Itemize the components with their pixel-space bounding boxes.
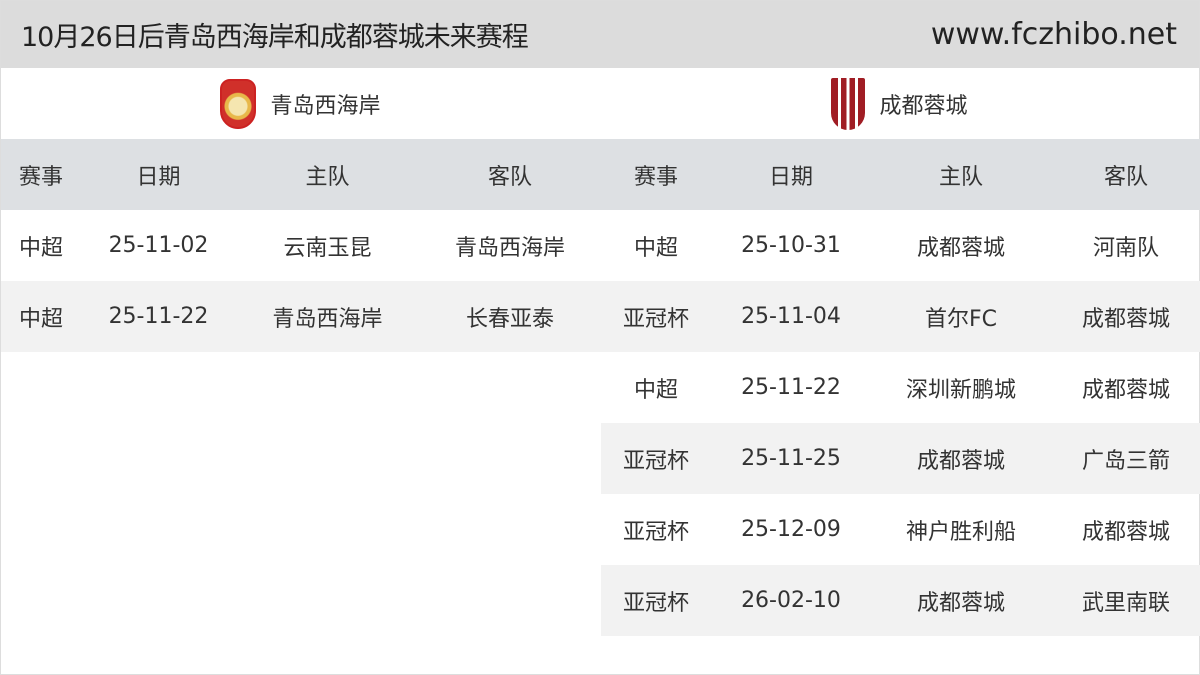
team-qingdao: 青岛西海岸 [1,68,600,139]
table-cell: 青岛西海岸 [272,306,383,332]
table-row: 亚冠杯 25-11-25 成都蓉城 广岛三箭 [601,423,1200,494]
table-cell: 神户胜利船 [905,519,1016,545]
table-cell: 长春亚泰 [465,306,554,332]
table-cell: 成都蓉城 [916,235,1005,261]
table-cell: 25-11-04 [741,304,841,329]
table-row: 中超 25-10-31 成都蓉城 河南队 [601,210,1200,281]
table-cell: 亚冠杯 [622,519,689,545]
column-header: 日期 [768,164,813,190]
column-header: 日期 [136,164,181,190]
table-cell: 成都蓉城 [1081,519,1170,545]
table-cell: 深圳新鹏城 [905,377,1016,403]
table-cell: 成都蓉城 [1081,306,1170,332]
header-row: 赛事 日期 主队 客队 [601,139,1200,210]
table-row: 亚冠杯 25-12-09 神户胜利船 成都蓉城 [601,494,1200,565]
column-header: 赛事 [633,164,678,190]
table-cell: 中超 [18,235,63,261]
table-cell: 中超 [18,306,63,332]
team-name: 青岛西海岸 [270,93,381,119]
column-header: 客队 [1103,164,1148,190]
table-cell: 成都蓉城 [1081,377,1170,403]
qingdao-crest-icon [220,78,257,129]
table-cell: 25-11-22 [741,375,841,400]
page-header: 10月26日后青岛西海岸和成都蓉城未来赛程 www.fczhibo.net [1,1,1199,68]
table-cell: 河南队 [1092,235,1159,261]
table-cell: 25-11-02 [108,233,209,258]
chengdu-schedule-table: 赛事 日期 主队 客队中超 25-10-31 成都蓉城 河南队亚冠杯 25-11-04 首尔FC… [601,139,1200,636]
table-cell: 青岛西海岸 [454,235,565,261]
teams-row: 青岛西海岸 成都蓉城 [1,68,1199,139]
table-cell: 25-10-31 [741,233,841,258]
site-url[interactable]: www.fczhibo.net [930,17,1177,52]
table-cell: 25-12-09 [741,517,841,542]
table-cell: 25-11-25 [741,446,841,471]
team-chengdu: 成都蓉城 [600,68,1199,139]
header-row: 赛事 日期 主队 客队 [1,139,601,210]
table-cell: 云南玉昆 [283,235,372,261]
chengdu-crest-icon [831,77,866,130]
team-name: 成都蓉城 [879,93,968,119]
table-cell: 亚冠杯 [622,590,689,616]
column-header: 主队 [938,164,983,190]
table-cell: 26-02-10 [741,588,841,613]
table-row: 亚冠杯 26-02-10 成都蓉城 武里南联 [601,565,1200,636]
table-cell: 广岛三箭 [1081,448,1170,474]
table-cell: 武里南联 [1081,590,1170,616]
table-cell: 亚冠杯 [622,448,689,474]
table-row: 中超 25-11-02 云南玉昆 青岛西海岸 [1,210,601,281]
page-title: 10月26日后青岛西海岸和成都蓉城未来赛程 [21,22,529,53]
column-header: 客队 [487,164,532,190]
table-row: 亚冠杯 25-11-04 首尔FC 成都蓉城 [601,281,1200,352]
table-cell: 成都蓉城 [916,448,1005,474]
column-header: 赛事 [18,164,63,190]
column-header: 主队 [305,164,350,190]
table-cell: 中超 [633,377,678,403]
table-cell: 中超 [633,235,678,261]
qingdao-schedule-table: 赛事 日期 主队 客队 中超 25-11-02 云南玉昆 青岛西海岸 中超 25-11-22 青岛西… [1,139,601,636]
table-row: 中超 25-11-22 深圳新鹏城 成都蓉城 [601,352,1200,423]
table-cell: 成都蓉城 [916,590,1005,616]
table-cell: 25-11-22 [108,304,209,329]
table-cell: 首尔FC [924,306,998,332]
table-row: 中超 25-11-22 青岛西海岸 长春亚泰 [1,281,601,352]
table-cell: 亚冠杯 [622,306,689,332]
